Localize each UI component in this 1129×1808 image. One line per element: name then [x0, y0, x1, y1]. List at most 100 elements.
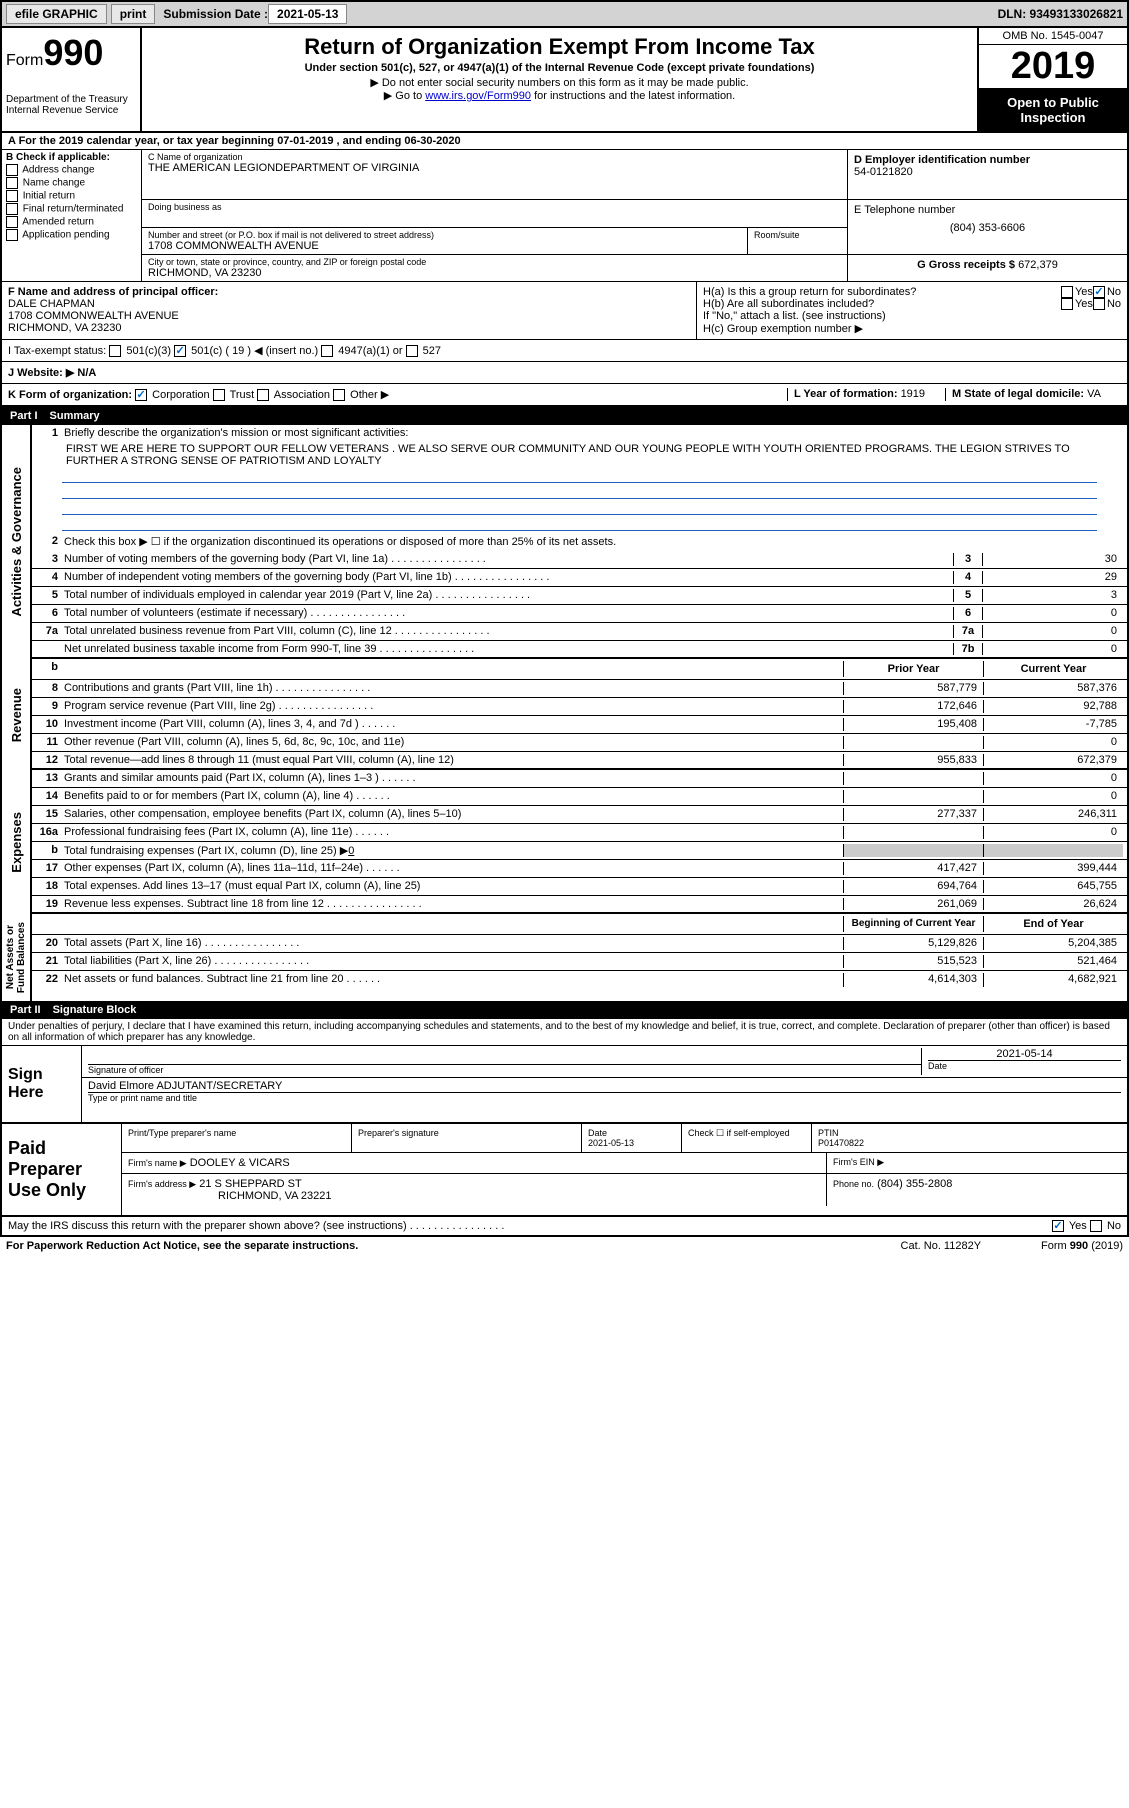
website-value: N/A — [77, 367, 96, 379]
header-right: OMB No. 1545-0047 2019 Open to Public In… — [977, 28, 1127, 131]
chk-final-return[interactable]: Final return/terminated — [6, 203, 137, 215]
n22-label: Net assets or fund balances. Subtract li… — [64, 973, 843, 987]
inspection-badge: Open to Public Inspection — [979, 89, 1127, 131]
chk-address-change-label: Address change — [22, 165, 94, 176]
v3: 30 — [983, 553, 1123, 566]
org-name-label: C Name of organization — [148, 152, 841, 162]
irs-discuss-row: May the IRS discuss this return with the… — [2, 1215, 1127, 1235]
instructions-link[interactable]: www.irs.gov/Form990 — [425, 90, 531, 102]
q6-label: Total number of volunteers (estimate if … — [64, 607, 953, 620]
ha-yes[interactable] — [1061, 286, 1073, 298]
l-label: L Year of formation: — [794, 388, 898, 400]
e13-label: Grants and similar amounts paid (Part IX… — [64, 772, 843, 785]
print-button[interactable]: print — [111, 4, 156, 24]
chk-address-change[interactable]: Address change — [6, 164, 137, 176]
b21: 515,523 — [843, 955, 983, 968]
efile-graphic-button[interactable]: efile GRAPHIC — [6, 4, 107, 24]
chk-name-change[interactable]: Name change — [6, 177, 137, 189]
sub3-post: for instructions and the latest informat… — [531, 90, 735, 102]
opt-4947: 4947(a)(1) or — [338, 345, 402, 357]
irs-discuss-q: May the IRS discuss this return with the… — [8, 1220, 504, 1232]
form-footer: Form 990 (2019) — [1041, 1240, 1123, 1252]
c11: 0 — [983, 736, 1123, 749]
chk-pending[interactable]: Application pending — [6, 229, 137, 241]
officer-addr1: 1708 COMMONWEALTH AVENUE — [8, 310, 690, 322]
pp-col5-label: PTIN — [818, 1128, 839, 1138]
chk-501c[interactable] — [174, 345, 186, 357]
p17: 417,427 — [843, 862, 983, 875]
e17-label: Other expenses (Part IX, column (A), lin… — [64, 862, 843, 875]
prior-year-header: Prior Year — [843, 661, 983, 677]
hb-no-label: No — [1107, 298, 1121, 310]
chk-527[interactable] — [406, 345, 418, 357]
penalty-text: Under penalties of perjury, I declare th… — [2, 1019, 1127, 1046]
part2-label: Part II — [10, 1004, 41, 1016]
chk-trust[interactable] — [213, 389, 225, 401]
ein-value: 54-0121820 — [854, 166, 1121, 178]
chk-corp[interactable] — [135, 389, 147, 401]
ha-no[interactable] — [1093, 286, 1105, 298]
printed-name: David Elmore ADJUTANT/SECRETARY — [88, 1080, 1121, 1092]
gross-label: G Gross receipts $ — [917, 259, 1015, 271]
b20: 5,129,826 — [843, 937, 983, 950]
c13: 0 — [983, 772, 1123, 785]
header-left: Form990 Department of the Treasury Inter… — [2, 28, 142, 131]
chk-4947[interactable] — [321, 345, 333, 357]
column-b: B Check if applicable: Address change Na… — [2, 150, 142, 281]
p13 — [843, 772, 983, 785]
irs-discuss-no[interactable] — [1090, 1220, 1102, 1232]
sig-date-value: 2021-05-14 — [928, 1048, 1121, 1060]
irs-discuss-yes[interactable] — [1052, 1220, 1064, 1232]
website-row: J Website: ▶ N/A — [2, 362, 1127, 384]
ha-yes-label: Yes — [1075, 286, 1093, 298]
chk-final-return-label: Final return/terminated — [23, 204, 124, 215]
phone-value: (804) 353-6606 — [854, 222, 1121, 234]
opt-corp: Corporation — [152, 389, 209, 401]
chk-amended[interactable]: Amended return — [6, 216, 137, 228]
chk-assoc[interactable] — [257, 389, 269, 401]
top-bar: efile GRAPHIC print Submission Date : 20… — [2, 2, 1127, 28]
pp-col3-val: 2021-05-13 — [588, 1138, 634, 1148]
form-container: efile GRAPHIC print Submission Date : 20… — [0, 0, 1129, 1237]
org-name: THE AMERICAN LEGIONDEPARTMENT OF VIRGINI… — [148, 162, 841, 174]
submission-date-value: 2021-05-13 — [268, 4, 347, 24]
n20-label: Total assets (Part X, line 16) — [64, 937, 843, 950]
box-h: H(a) Is this a group return for subordin… — [697, 282, 1127, 339]
b22: 4,614,303 — [843, 973, 983, 987]
paid-preparer-block: Paid Preparer Use Only Print/Type prepar… — [2, 1122, 1127, 1215]
sign-here-label: Sign Here — [2, 1046, 82, 1122]
ha-label: H(a) Is this a group return for subordin… — [703, 286, 1061, 298]
hb-yes[interactable] — [1061, 298, 1073, 310]
chk-501c3[interactable] — [109, 345, 121, 357]
p15: 277,337 — [843, 808, 983, 821]
e16a-label: Professional fundraising fees (Part IX, … — [64, 826, 843, 839]
b-label: B Check if applicable: — [6, 152, 137, 163]
i-label: I Tax-exempt status: — [8, 345, 106, 357]
gross-value: 672,379 — [1018, 259, 1058, 271]
chk-other[interactable] — [333, 389, 345, 401]
ein-label: D Employer identification number — [854, 154, 1121, 166]
form-number: 990 — [43, 32, 103, 73]
footer-row: For Paperwork Reduction Act Notice, see … — [0, 1237, 1129, 1255]
c12: 672,379 — [983, 754, 1123, 766]
hb-no[interactable] — [1093, 298, 1105, 310]
opt-501c3: 501(c)(3) — [126, 345, 171, 357]
paid-preparer-label: Paid Preparer Use Only — [2, 1124, 122, 1215]
header-row: Form990 Department of the Treasury Inter… — [2, 28, 1127, 133]
p18: 694,764 — [843, 880, 983, 893]
pp-col2: Preparer's signature — [352, 1124, 582, 1152]
revenue-section: Revenue bPrior YearCurrent Year 8Contrib… — [2, 659, 1127, 770]
opt-trust: Trust — [230, 389, 255, 401]
paperwork-notice: For Paperwork Reduction Act Notice, see … — [6, 1240, 901, 1252]
chk-initial-return[interactable]: Initial return — [6, 190, 137, 202]
part1-label: Part I — [10, 410, 38, 422]
ha-no-label: No — [1107, 286, 1121, 298]
activities-governance-section: Activities & Governance 1Briefly describ… — [2, 425, 1127, 659]
hb-label: H(b) Are all subordinates included? — [703, 298, 1061, 310]
vlabel-revenue: Revenue — [2, 659, 32, 770]
q3-label: Number of voting members of the governin… — [64, 553, 953, 566]
p10: 195,408 — [843, 718, 983, 731]
section-b-c-d: B Check if applicable: Address change Na… — [2, 150, 1127, 282]
vlabel-netassets: Net Assets orFund Balances — [2, 914, 32, 1001]
e14-label: Benefits paid to or for members (Part IX… — [64, 790, 843, 803]
